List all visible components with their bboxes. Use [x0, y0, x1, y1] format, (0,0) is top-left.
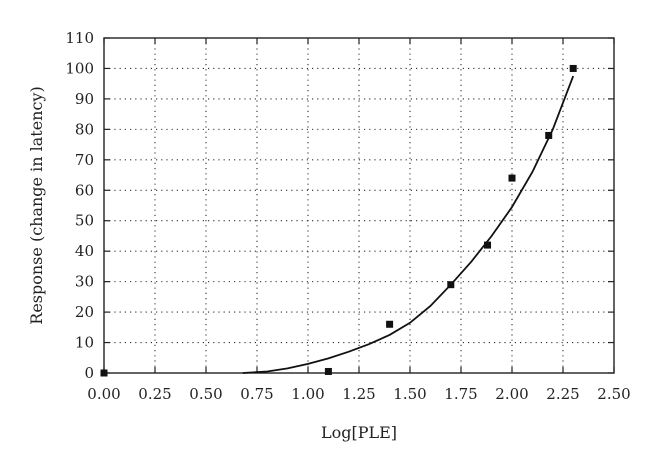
- y-tick-label: 20: [75, 303, 94, 321]
- y-tick-label: 80: [75, 120, 94, 138]
- y-axis-title: Response (change in latency): [27, 86, 46, 324]
- y-tick-label: 30: [75, 273, 94, 291]
- data-point: [100, 369, 108, 377]
- data-point: [508, 174, 516, 182]
- data-point: [484, 241, 492, 249]
- x-tick-label: 1.50: [393, 385, 426, 403]
- x-tick-label: 0.00: [87, 385, 120, 403]
- y-tick-label: 40: [75, 242, 94, 260]
- x-tick-label: 0.25: [138, 385, 171, 403]
- data-point: [386, 320, 394, 328]
- x-tick-label: 2.00: [495, 385, 528, 403]
- y-tick-label: 60: [75, 181, 94, 199]
- x-tick-label: 1.00: [291, 385, 324, 403]
- y-tick-label: 50: [75, 212, 94, 230]
- y-tick-label: 90: [75, 90, 94, 108]
- fit-curve: [242, 75, 575, 374]
- y-tick-label: 0: [84, 364, 94, 382]
- tick-labels: 0.00 0.25 0.50 0.75 1.00 1.25 1.50 1.75 2.00 2.25…: [65, 29, 630, 403]
- y-tick-label: 70: [75, 151, 94, 169]
- x-tick-label: 0.75: [240, 385, 273, 403]
- x-tick-label: 0.50: [189, 385, 222, 403]
- x-tick-label: 2.50: [597, 385, 630, 403]
- data-point: [545, 131, 553, 139]
- data-point: [324, 367, 332, 375]
- y-tick-label: 110: [65, 29, 94, 47]
- grid: [104, 38, 614, 373]
- y-tick-label: 100: [65, 59, 94, 77]
- x-tick-label: 2.25: [546, 385, 579, 403]
- x-tick-label: 1.75: [444, 385, 477, 403]
- y-tick-label: 10: [75, 334, 94, 352]
- x-tick-label: 1.25: [342, 385, 375, 403]
- data-point: [569, 64, 577, 72]
- x-axis-title: Log[PLE]: [321, 423, 397, 442]
- series: [100, 64, 577, 377]
